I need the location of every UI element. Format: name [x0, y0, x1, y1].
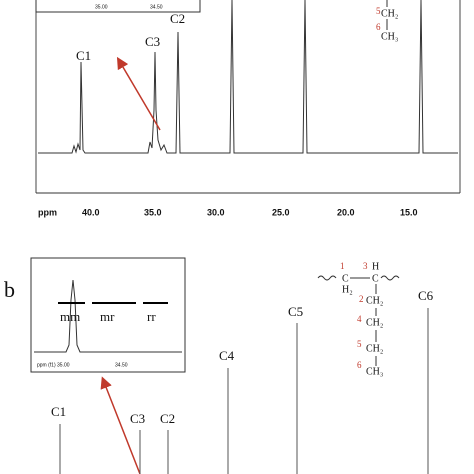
peak-label: C3	[145, 34, 160, 49]
atom-number: 3	[363, 261, 368, 271]
x-tick-label: 25.0	[272, 207, 290, 217]
peak-label: C2	[170, 11, 185, 26]
peak-label: C5	[288, 304, 303, 319]
peak-label: C2	[160, 411, 175, 426]
panel-b: b mm mr rr ppm (f1) 35.00 34.50 C1 C3 C2…	[4, 257, 434, 474]
inset-spectrum	[34, 279, 182, 353]
spectrum	[38, 0, 458, 154]
x-tick-label: 15.0	[400, 207, 418, 217]
panel-label: b	[4, 277, 15, 302]
peak-label: C3	[130, 411, 145, 426]
group: CH₂	[381, 8, 398, 19]
group: CH₂	[366, 295, 383, 306]
tacticity-label: mr	[100, 309, 115, 324]
atom: H₂	[342, 284, 353, 295]
inset-box	[35, 0, 201, 13]
wavy-bond	[380, 275, 400, 281]
peak-label: C6	[418, 288, 434, 303]
atom-number: 2	[359, 294, 364, 304]
atom-number: 1	[340, 261, 345, 271]
peak-label: C1	[51, 404, 66, 419]
inset-tick: 35.00	[95, 4, 108, 10]
atom-number: 5	[357, 339, 362, 349]
arrow	[100, 376, 141, 474]
atom-number: 5	[376, 6, 381, 16]
atom: C	[372, 273, 379, 284]
peak-label: C1	[76, 48, 91, 63]
atom-number: 6	[357, 360, 362, 370]
group: CH₃	[366, 366, 383, 377]
arrow	[116, 56, 161, 131]
panel-a: 35.00 34.50 C1 C3 C2 ppm 40.0 35.0 30.0 …	[35, 0, 461, 217]
inset-tick: 34.50	[115, 362, 128, 368]
x-tick-label: 30.0	[207, 207, 225, 217]
inset-tick: 34.50	[150, 4, 163, 10]
peak-label: C4	[219, 348, 235, 363]
x-tick-label: 20.0	[337, 207, 355, 217]
group: CH₃	[381, 31, 398, 42]
x-tick-label: 40.0	[82, 207, 100, 217]
atom-number: 4	[357, 314, 362, 324]
x-tick-label: 35.0	[144, 207, 162, 217]
group: CH₂	[366, 343, 383, 354]
group: CH₂	[366, 317, 383, 328]
tacticity-label: rr	[147, 309, 156, 324]
atom-number: 6	[376, 22, 381, 32]
inset-axis-label: ppm (f1)	[37, 362, 56, 368]
atom: H	[372, 261, 379, 272]
inset-box	[30, 257, 186, 373]
tacticity-label: mm	[60, 309, 80, 324]
atom: C	[342, 273, 349, 284]
axis-unit: ppm	[38, 207, 57, 217]
inset-tick: 35.00	[57, 362, 70, 368]
wavy-bond	[317, 275, 337, 281]
